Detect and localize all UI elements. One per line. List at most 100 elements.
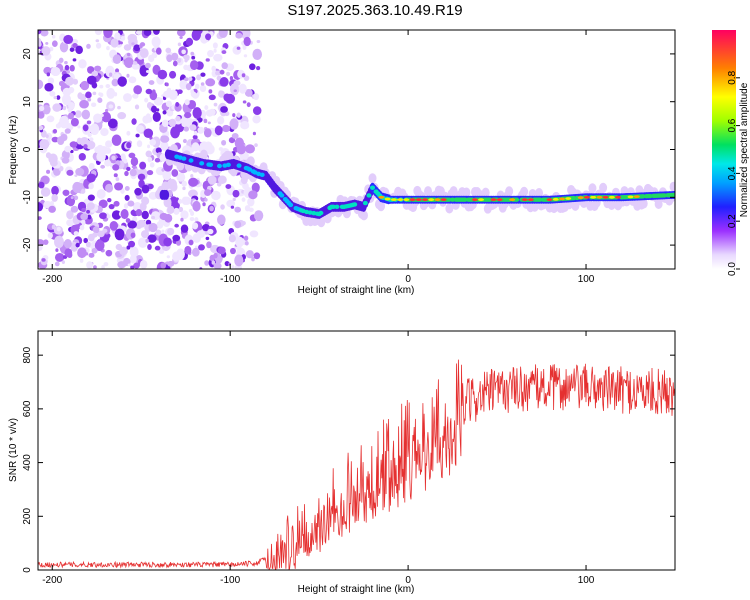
spectrogram-noise-mark [213,48,217,53]
spectrogram-noise-mark [245,144,255,154]
spectrogram-noise-mark [242,44,247,50]
spectrogram-noise-mark [80,213,88,221]
spectrogram-noise-mark [101,111,112,123]
spectrogram-noise-mark [231,132,239,139]
spectrogram-noise-mark [147,244,152,250]
spectrogram-noise-mark [68,86,75,94]
spectrogram-noise-mark [49,159,58,167]
spectrogram-signal-core [640,194,646,199]
spectrogram-noise-mark [58,80,65,87]
spectrogram-noise-mark [217,214,226,226]
spectrogram-noise-mark [192,107,202,119]
spectrogram-noise-mark [190,211,195,216]
spectrogram-noise-mark [243,36,251,47]
spectrogram-noise-mark [208,108,216,116]
spectrogram-noise-mark [149,91,158,101]
spectrogram-noise-mark [61,260,65,264]
spectrogram-noise-mark [76,110,80,114]
spectrogram-halo-mark [225,151,234,162]
spectrogram-signal-core [661,193,667,198]
spectrogram-signal-peak [471,198,478,202]
spectrogram-noise-mark [144,62,151,69]
spectrogram-noise-mark [123,93,132,103]
spectrogram-noise-mark [171,52,179,61]
spectrogram-halo-mark [520,186,529,197]
spectrogram-noise-mark [253,252,261,260]
spectrogram-noise-mark [51,40,58,48]
spectrogram-noise-mark [234,220,242,229]
spectrogram-noise-mark [145,238,149,243]
spectrogram-noise-mark [198,244,205,251]
spectrogram-noise-mark [244,88,253,97]
spectrogram-noise-mark [61,157,70,164]
spectrogram-noise-mark [145,219,152,226]
spectrogram-noise-mark [171,169,179,177]
spectrogram-noise-mark [203,118,208,124]
spectrogram-signal-core [366,193,372,198]
spectrogram-signal-core [330,204,336,210]
spectrogram-noise-mark [106,87,116,99]
spectrogram-noise-mark [93,113,103,123]
spectrogram-noise-mark [252,106,262,116]
spectrogram-noise-mark [69,47,75,52]
spectrogram-xtick-label: 100 [578,274,595,285]
spectrogram-halo-mark [246,156,255,167]
spectrogram-noise-mark [41,46,51,56]
spectrogram-halo-mark [588,183,597,194]
spectrogram-noise-mark [182,196,192,205]
spectrogram-noise-mark [212,42,218,49]
spectrogram-noise-mark [78,59,87,69]
spectrogram-noise-mark [206,241,212,249]
spectrogram-signal-peak [565,197,572,200]
spectrogram-noise-mark [92,226,100,234]
spectrogram-noise-mark [56,226,61,232]
spectrogram-noise-mark [191,222,199,230]
spectrogram-noise-mark [247,197,255,207]
spectrogram-noise-mark [64,145,72,153]
spectrogram-noise-mark [114,32,121,41]
spectrogram-noise-mark [53,235,64,249]
spectrogram-noise-mark [185,37,194,47]
spectrogram-noise-mark [221,124,231,133]
spectrogram-noise-mark [39,139,50,150]
spectrogram-noise-mark [105,140,113,148]
spectrogram-signal-peak [559,197,566,201]
spectrogram-noise-mark [241,197,246,202]
spectrogram-noise-mark [231,265,235,269]
spectrogram-noise-mark [232,197,236,202]
spectrogram-signal-peak [440,198,447,202]
spectrogram-noise-mark [213,262,222,269]
spectrogram-signal-peak [590,195,597,199]
spectrogram-noise-mark [86,120,92,125]
spectrogram-noise-mark [211,260,216,265]
spectrogram-noise-mark [166,54,173,63]
spectrogram-noise-mark [81,207,86,213]
spectrogram-noise-mark [220,106,228,113]
spectrogram-noise-mark [69,64,75,72]
spectrogram-signal-core [199,161,205,166]
spectrogram-noise-mark [66,169,74,176]
spectrogram-noise-mark [105,65,115,78]
spectrogram-signal-core [208,162,214,167]
spectrogram-noise-mark [123,44,132,51]
spectrogram-noise-mark [173,207,180,215]
spectrogram-noise-mark [167,87,172,92]
spectrogram-noise-mark [108,104,114,109]
spectrogram-signal-peak [602,195,609,199]
spectrogram-noise-mark [44,82,54,92]
spectrogram-noise-mark [137,173,146,181]
spectrogram-noise-mark [40,130,47,138]
spectrogram-noise-mark [86,173,96,183]
spectrogram-noise-mark [207,228,214,235]
spectrogram-noise-mark [38,244,43,252]
spectrogram-noise-mark [161,119,169,127]
spectrogram-noise-mark [51,185,59,196]
spectrogram-halo-mark [377,201,386,212]
colorbar-label: Normalized spectral amplitude [739,82,750,217]
spectrogram-noise-mark [133,262,140,269]
spectrogram-signal-peak [390,198,397,202]
spectrogram-noise-mark [106,45,110,51]
colorbar-tick-label: 0.6 [727,118,738,132]
spectrogram-noise-mark [96,189,106,199]
